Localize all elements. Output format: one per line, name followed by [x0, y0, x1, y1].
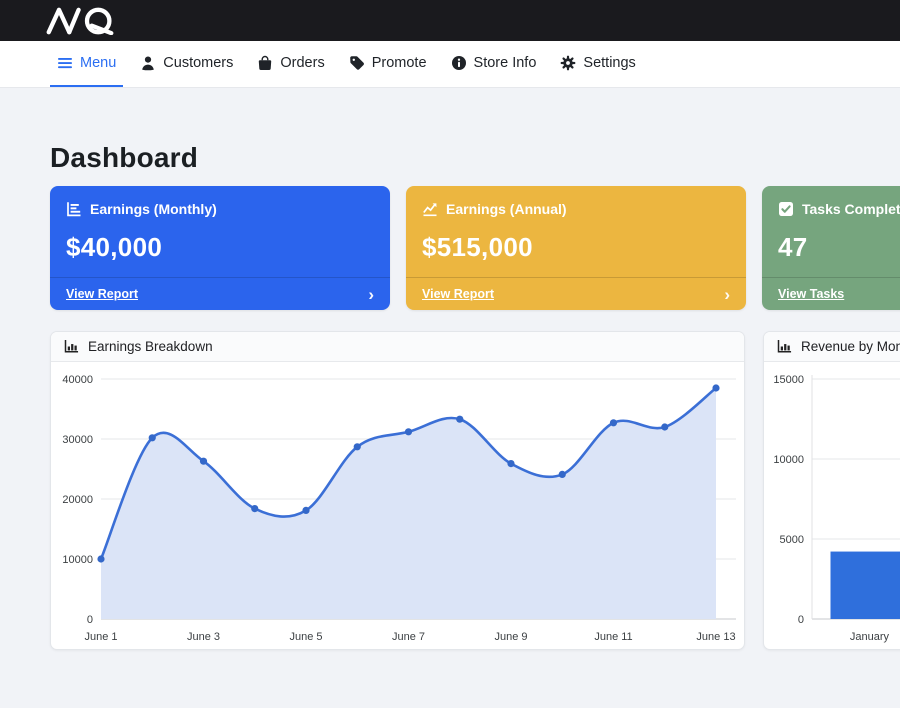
- nav-item-customers[interactable]: Customers: [133, 41, 240, 87]
- check-square-icon: [779, 202, 793, 216]
- svg-text:June 3: June 3: [187, 631, 220, 643]
- chevron-right-icon[interactable]: ›: [368, 284, 374, 304]
- view-tasks-link[interactable]: View Tasks: [778, 287, 845, 301]
- page-title: Dashboard: [50, 142, 199, 173]
- stat-cards-row: Earnings (Monthly) $40,000 View Report ›…: [50, 186, 900, 310]
- chart-icon: [64, 339, 79, 353]
- svg-text:40000: 40000: [62, 374, 93, 386]
- svg-text:0: 0: [798, 614, 804, 626]
- svg-text:30000: 30000: [62, 434, 93, 446]
- svg-text:5000: 5000: [780, 534, 804, 546]
- svg-text:10000: 10000: [773, 454, 804, 466]
- view-report-link[interactable]: View Report: [422, 287, 495, 301]
- tag-icon: [349, 56, 364, 70]
- brand-logo[interactable]: AQ: [45, 7, 129, 35]
- svg-text:June 13: June 13: [696, 631, 735, 643]
- nav-item-settings[interactable]: Settings: [553, 41, 642, 87]
- svg-text:20000: 20000: [62, 494, 93, 506]
- svg-text:June 9: June 9: [494, 631, 527, 643]
- main-nav: Menu Customers Orders Promote Store Info: [0, 41, 900, 88]
- earnings-annual-card: Earnings (Annual) $515,000 View Report ›: [406, 186, 746, 310]
- brand-logo-icon: [46, 7, 114, 35]
- chevron-right-icon[interactable]: ›: [724, 284, 730, 304]
- gear-icon: [561, 55, 576, 71]
- nav-item-label: Settings: [583, 55, 636, 71]
- hamburger-icon: [58, 58, 72, 69]
- chart-card-title: Revenue by Month: [801, 339, 900, 354]
- line-chart-icon: [423, 203, 437, 217]
- nav-item-menu[interactable]: Menu: [50, 41, 124, 87]
- nav-item-label: Promote: [371, 55, 427, 71]
- nav-item-store-info[interactable]: Store Info: [444, 41, 544, 87]
- svg-text:June 1: June 1: [84, 631, 117, 643]
- nav-item-label: Customers: [163, 55, 234, 71]
- revenue-by-month-chart: 0 5000 10000 15000 January: [773, 374, 900, 643]
- earnings-monthly-card: Earnings (Monthly) $40,000 View Report ›: [50, 186, 390, 310]
- stat-card-value: $40,000: [66, 232, 163, 262]
- nav-item-label: Menu: [80, 55, 117, 71]
- nav-item-promote[interactable]: Promote: [342, 41, 434, 87]
- svg-text:January: January: [850, 631, 890, 643]
- nav-item-label: Orders: [280, 55, 325, 71]
- info-icon: [451, 56, 466, 70]
- chart-card-title: Earnings Breakdown: [88, 339, 213, 354]
- view-report-link[interactable]: View Report: [66, 287, 139, 301]
- charts-row: Earnings Breakdown 0 10000 20000 30000 40000…: [50, 331, 900, 650]
- earnings-breakdown-card: Earnings Breakdown 0 10000 20000 30000 40000…: [50, 331, 745, 650]
- svg-text:15000: 15000: [773, 374, 804, 386]
- svg-text:June 5: June 5: [289, 631, 322, 643]
- main-content: Dashboard Earnings (Monthly) $40,000 Vie…: [0, 142, 900, 650]
- bag-icon: [259, 55, 272, 70]
- nav-item-orders[interactable]: Orders: [250, 41, 331, 87]
- bar-chart-icon: [67, 202, 81, 217]
- stat-card-value: $515,000: [422, 232, 533, 262]
- stat-card-title: Tasks Completed: [802, 201, 900, 217]
- revenue-by-month-card: Revenue by Month 0 5000 10000 15000 January: [763, 331, 900, 650]
- svg-text:0: 0: [87, 614, 93, 626]
- tasks-completed-card: Tasks Completed 47 View Tasks ›: [762, 186, 900, 310]
- stat-card-value: 47: [778, 232, 808, 262]
- person-icon: [142, 56, 155, 71]
- svg-text:10000: 10000: [62, 554, 93, 566]
- earnings-breakdown-chart: 0 10000 20000 30000 40000 June 1 June 3 June 5 J…: [62, 374, 736, 643]
- stat-card-title: Earnings (Monthly): [90, 201, 217, 217]
- chart-icon: [777, 339, 792, 353]
- svg-text:June 7: June 7: [392, 631, 425, 643]
- stat-card-title: Earnings (Annual): [446, 201, 567, 217]
- top-bar: AQ: [0, 0, 900, 41]
- svg-text:June 11: June 11: [594, 631, 632, 643]
- nav-item-label: Store Info: [473, 55, 537, 71]
